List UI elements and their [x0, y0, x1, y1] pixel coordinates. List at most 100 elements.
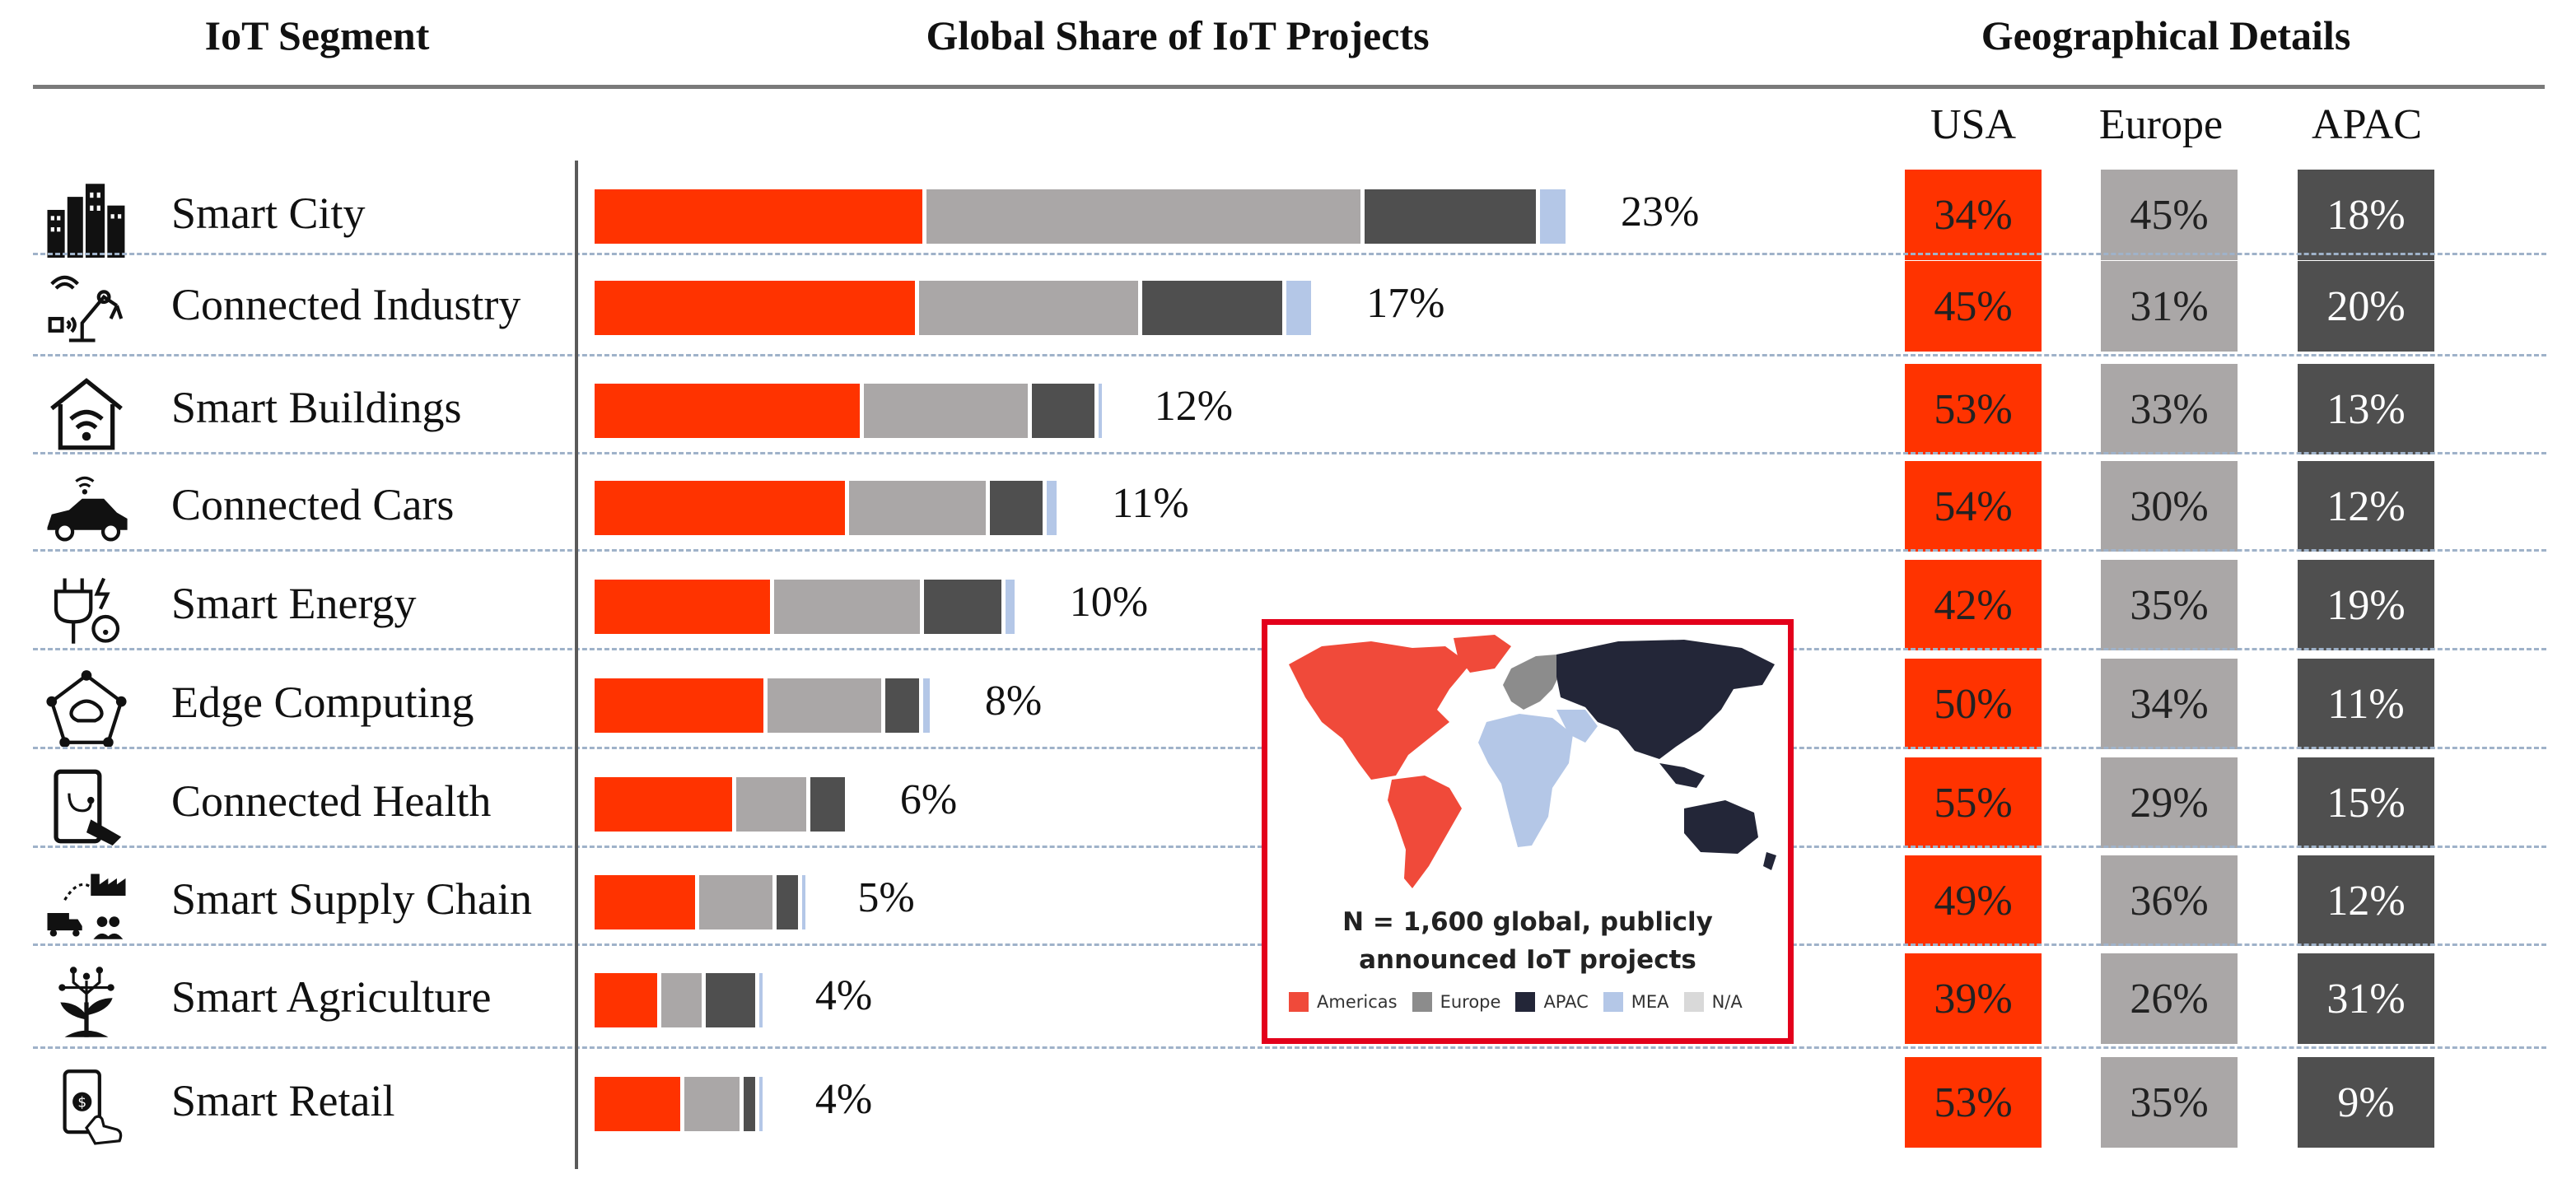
bar-segment-usa: [595, 580, 771, 634]
segment-row: Smart Agriculture 4% 39% 26% 31%: [0, 948, 2576, 1049]
legend-label: Americas: [1317, 992, 1398, 1012]
segment-label: Smart City: [171, 189, 366, 238]
legend-label: APAC: [1543, 992, 1589, 1012]
bar-segment-europe: [848, 481, 987, 535]
bar-segment-apac: [706, 973, 755, 1027]
bar-segment-mea: [923, 678, 930, 733]
bar-segment-apac: [776, 875, 799, 929]
bar-segment-usa: [595, 189, 922, 244]
segment-row: Connected Cars 11% 54% 30% 12%: [0, 456, 2576, 552]
bar-segment-apac: [924, 580, 1002, 634]
total-share-label: 12%: [1154, 383, 1234, 430]
bar-segment-mea: [758, 973, 763, 1027]
legend-label: Europe: [1440, 992, 1501, 1012]
bar-segment-usa: [595, 678, 764, 733]
legend-item: MEA: [1603, 992, 1669, 1012]
row-separator: [33, 549, 2546, 552]
bar-segment-europe: [864, 384, 1029, 438]
row-separator: [33, 1046, 2546, 1049]
share-column-header: Global Share of IoT Projects: [926, 12, 1430, 58]
map-caption-line-2: announced IoT projects: [1359, 945, 1696, 975]
na-swatch: [1683, 992, 1704, 1012]
bar-segment-mea: [1098, 384, 1102, 438]
total-share-label: 5%: [857, 874, 915, 921]
map-greenland: [1454, 635, 1511, 673]
segment-label: Connected Industry: [171, 280, 521, 329]
bar-segment-europe: [918, 281, 1139, 335]
geo-cell-europe: 34%: [2101, 659, 2238, 749]
geo-cell-apac: 15%: [2298, 757, 2434, 848]
bar-segment-europe: [735, 777, 807, 832]
geo-cell-apac: 9%: [2298, 1057, 2434, 1148]
smart-home-wifi-icon: [41, 374, 132, 452]
row-separator: [33, 253, 2546, 255]
map-australia: [1684, 800, 1758, 854]
bar-segment-apac: [884, 678, 920, 733]
geo-cell-apac: 12%: [2298, 461, 2434, 552]
region-header-apac: APAC: [2312, 101, 2422, 148]
segment-label: Smart Buildings: [171, 383, 462, 432]
world-map: [1289, 635, 1776, 888]
total-share-label: 11%: [1112, 480, 1189, 527]
segment-row: Smart City 23% 34% 45% 18%: [0, 165, 2576, 260]
geo-cell-europe: 31%: [2101, 261, 2238, 352]
bar-segment-europe: [774, 580, 921, 634]
geo-cell-apac: 31%: [2298, 953, 2434, 1044]
bar-segment-mea: [1540, 189, 1566, 244]
total-share-label: 6%: [899, 776, 958, 823]
segment-label: Connected Health: [171, 776, 492, 826]
map-europe: [1503, 655, 1561, 710]
geo-cell-usa: 53%: [1905, 364, 2042, 454]
geo-cell-usa: 45%: [1905, 261, 2042, 352]
connected-car-icon: [41, 471, 132, 549]
supply-chain-icon: [41, 865, 132, 943]
energy-plug-icon: [41, 570, 132, 648]
geo-cell-usa: 53%: [1905, 1057, 2042, 1148]
geo-cell-europe: 30%: [2101, 461, 2238, 552]
total-share-label: 8%: [984, 678, 1043, 724]
legend-item: Europe: [1412, 992, 1501, 1012]
geo-cell-usa: 55%: [1905, 757, 2042, 848]
geo-cell-usa: 39%: [1905, 953, 2042, 1044]
segment-row: Edge Computing 8% 50% 34% 11%: [0, 654, 2576, 749]
segment-column-header: IoT Segment: [204, 12, 430, 58]
map-asia: [1556, 640, 1775, 759]
geo-cell-usa: 34%: [1905, 170, 2042, 260]
bar-segment-usa: [595, 875, 696, 929]
geo-cell-apac: 11%: [2298, 659, 2434, 749]
agriculture-plant-icon: [41, 963, 132, 1041]
total-share-label: 17%: [1366, 280, 1445, 327]
segment-row: Smart Buildings 12% 53% 33% 13%: [0, 359, 2576, 454]
segment-label: Edge Computing: [171, 678, 474, 727]
world-map-inset: N = 1,600 global, publicly announced IoT…: [1262, 619, 1794, 1044]
bar-segment-europe: [684, 1077, 740, 1131]
map-north-america: [1289, 641, 1470, 780]
segment-label: Smart Supply Chain: [171, 874, 533, 924]
map-southeast-asia: [1659, 763, 1705, 788]
geo-cell-europe: 36%: [2101, 855, 2238, 946]
bar-segment-europe: [768, 678, 881, 733]
legend-label: N/A: [1711, 992, 1743, 1012]
geo-cell-apac: 13%: [2298, 364, 2434, 454]
map-south-america: [1388, 776, 1462, 888]
segment-label: Smart Energy: [171, 579, 417, 628]
header-divider: [33, 85, 2545, 89]
segment-row: Smart Supply Chain 5% 49% 36% 12%: [0, 850, 2576, 946]
mea-swatch: [1603, 992, 1623, 1012]
bar-segment-apac: [990, 481, 1043, 535]
row-separator: [33, 452, 2546, 454]
bar-segment-apac: [1142, 281, 1283, 335]
map-middle-east: [1556, 710, 1598, 743]
geo-cell-europe: 33%: [2101, 364, 2238, 454]
geo-cell-apac: 18%: [2298, 170, 2434, 260]
svg-text:$: $: [77, 1094, 86, 1111]
bar-segment-europe: [926, 189, 1361, 244]
apac-swatch: [1515, 992, 1536, 1012]
segment-label: Connected Cars: [171, 480, 455, 529]
geo-cell-europe: 35%: [2101, 1057, 2238, 1148]
legend-item: APAC: [1515, 992, 1589, 1012]
geo-cell-europe: 26%: [2101, 953, 2238, 1044]
geo-cell-usa: 49%: [1905, 855, 2042, 946]
chart-axis-line: [575, 161, 578, 1169]
bar-segment-usa: [595, 481, 845, 535]
